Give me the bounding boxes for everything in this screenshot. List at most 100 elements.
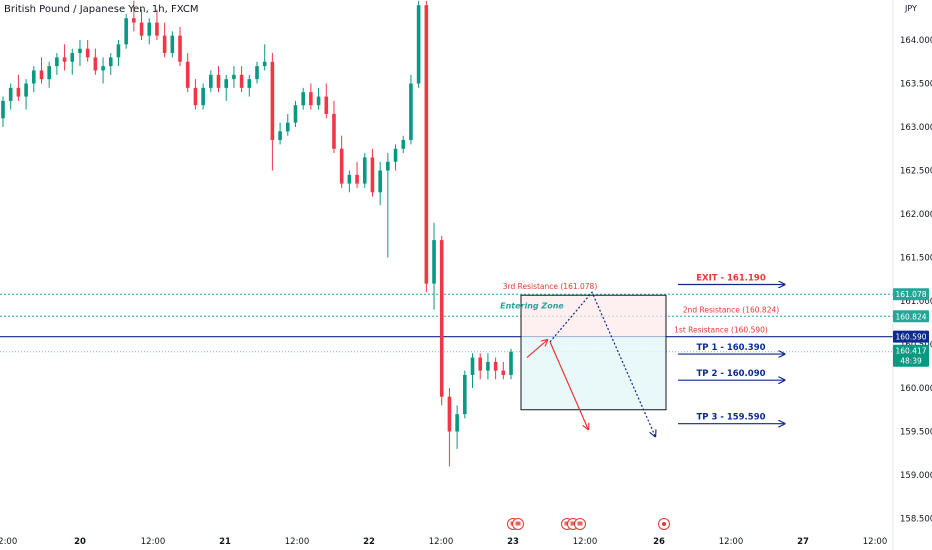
- res3-tag-label: 161.078: [895, 290, 926, 299]
- candle-body: [47, 66, 51, 80]
- drop-arrow: [549, 341, 588, 429]
- flag-icon[interactable]: [574, 518, 586, 530]
- candle-body: [155, 22, 159, 36]
- annotation-arrows: [526, 284, 784, 436]
- entering-zone-label: Entering Zone: [500, 301, 564, 310]
- candle-body: [324, 96, 329, 114]
- resistance-3-label: 3rd Resistance (161.078): [503, 282, 598, 291]
- candle-body: [247, 79, 252, 88]
- candle-body: [416, 5, 421, 84]
- candle-body: [101, 66, 105, 71]
- annotation-labels: EXIT - 161.190 TP 1 - 160.390 TP 2 - 160.0…: [500, 273, 779, 422]
- candle-body: [262, 61, 267, 67]
- candle-body: [478, 357, 483, 371]
- candle-body: [216, 74, 221, 88]
- candle-body: [270, 61, 275, 141]
- candle-body: [347, 174, 352, 184]
- res3-tag: [893, 288, 929, 301]
- candle-body: [501, 370, 506, 375]
- candle-body: [124, 18, 128, 45]
- candle-body: [39, 70, 44, 80]
- time-tick-label: 23: [507, 537, 519, 547]
- candle-body: [470, 357, 475, 375]
- candle-body: [70, 53, 75, 62]
- icon-dot: [662, 522, 666, 526]
- candle-body: [16, 87, 21, 97]
- entry-arrow: [526, 340, 547, 359]
- currency-label: JPY: [904, 4, 917, 13]
- candle-body: [362, 157, 367, 184]
- icon-flag: [570, 521, 576, 526]
- price-tick-label: 163.000: [900, 123, 932, 133]
- candle-body: [170, 35, 175, 54]
- price-tick-label: 162.500: [900, 167, 932, 177]
- candle-body: [24, 83, 28, 97]
- price-tick-label: 163.500: [900, 80, 932, 90]
- tp1-label: TP 1 - 160.390: [696, 343, 765, 353]
- tp3-label: TP 3 - 159.590: [696, 413, 765, 423]
- target-icon[interactable]: [658, 518, 670, 530]
- candle-body: [309, 92, 313, 106]
- countdown-label: 48:39: [900, 357, 922, 366]
- price-tick-label: 161.000: [900, 297, 932, 307]
- chart-title: British Pound / Japanese Yen, 1h, FXCM: [4, 4, 199, 15]
- time-tick-label: 12:00: [429, 537, 454, 547]
- res1-tag: [893, 330, 929, 343]
- candle-body: [332, 113, 336, 149]
- candle-body: [493, 361, 498, 371]
- time-tick-label: 12:00: [573, 537, 598, 547]
- projected-path: [549, 291, 655, 436]
- time-tick-label: 27: [797, 537, 809, 547]
- time-tick-label: 20: [74, 537, 86, 547]
- price-tick-label: 159.000: [900, 471, 932, 481]
- res2-tag-label: 160.824: [895, 312, 926, 321]
- candle-body: [132, 18, 136, 23]
- candle-body: [278, 131, 282, 141]
- exit-label: EXIT - 161.190: [696, 273, 766, 283]
- candle-body: [370, 157, 375, 193]
- time-tick-label: 12:00: [141, 537, 166, 547]
- candle-body: [255, 66, 259, 80]
- time-tick-label: 12:00: [863, 537, 888, 547]
- icon-flag: [577, 521, 583, 526]
- levels-layer: [0, 293, 893, 353]
- time-tick-label: 22: [363, 537, 375, 547]
- candle-body: [93, 57, 98, 71]
- candle-body: [424, 5, 429, 284]
- candle-body: [85, 48, 90, 58]
- candle-body: [185, 61, 190, 88]
- time-tick-label: 12:00: [285, 537, 310, 547]
- zone-boxes: [520, 294, 667, 411]
- time-axis[interactable]: 12:00 20 12:00 21 12:00 22 12:00 23 12:00 26 12:00…: [0, 537, 887, 547]
- candle-body: [432, 240, 436, 284]
- tp2-label: TP 2 - 160.090: [696, 369, 765, 379]
- current-price-label: 160.417: [895, 347, 926, 356]
- candle-body: [439, 240, 444, 397]
- candle-body: [239, 74, 244, 88]
- price-axis[interactable]: JPY158.500159.000159.500160.000160.50016…: [892, 0, 932, 550]
- price-tick-label: 159.500: [900, 428, 932, 438]
- candle-body: [116, 44, 121, 58]
- current-price-tag: [893, 344, 929, 367]
- price-tick-label: 160.000: [900, 384, 932, 394]
- candle-body: [293, 105, 298, 123]
- res2-tag: [893, 310, 929, 323]
- resistance-2-label: 2nd Resistance (160.824): [683, 305, 779, 314]
- candle-body: [201, 87, 205, 106]
- candle-body: [178, 35, 182, 62]
- candle-body: [447, 396, 452, 432]
- candle-body: [509, 351, 513, 375]
- candle-body: [339, 148, 344, 184]
- flag-icon[interactable]: [512, 518, 524, 530]
- resistance-1-label: 1st Resistance (160.590): [674, 326, 768, 335]
- candle-body: [316, 96, 321, 106]
- event-icons[interactable]: [507, 518, 670, 530]
- icon-flag: [564, 521, 570, 526]
- candle-body: [78, 48, 82, 54]
- candle-body: [8, 87, 13, 101]
- candle-body: [62, 57, 67, 62]
- candle-body: [209, 74, 213, 88]
- candles-layer: [1, 0, 513, 467]
